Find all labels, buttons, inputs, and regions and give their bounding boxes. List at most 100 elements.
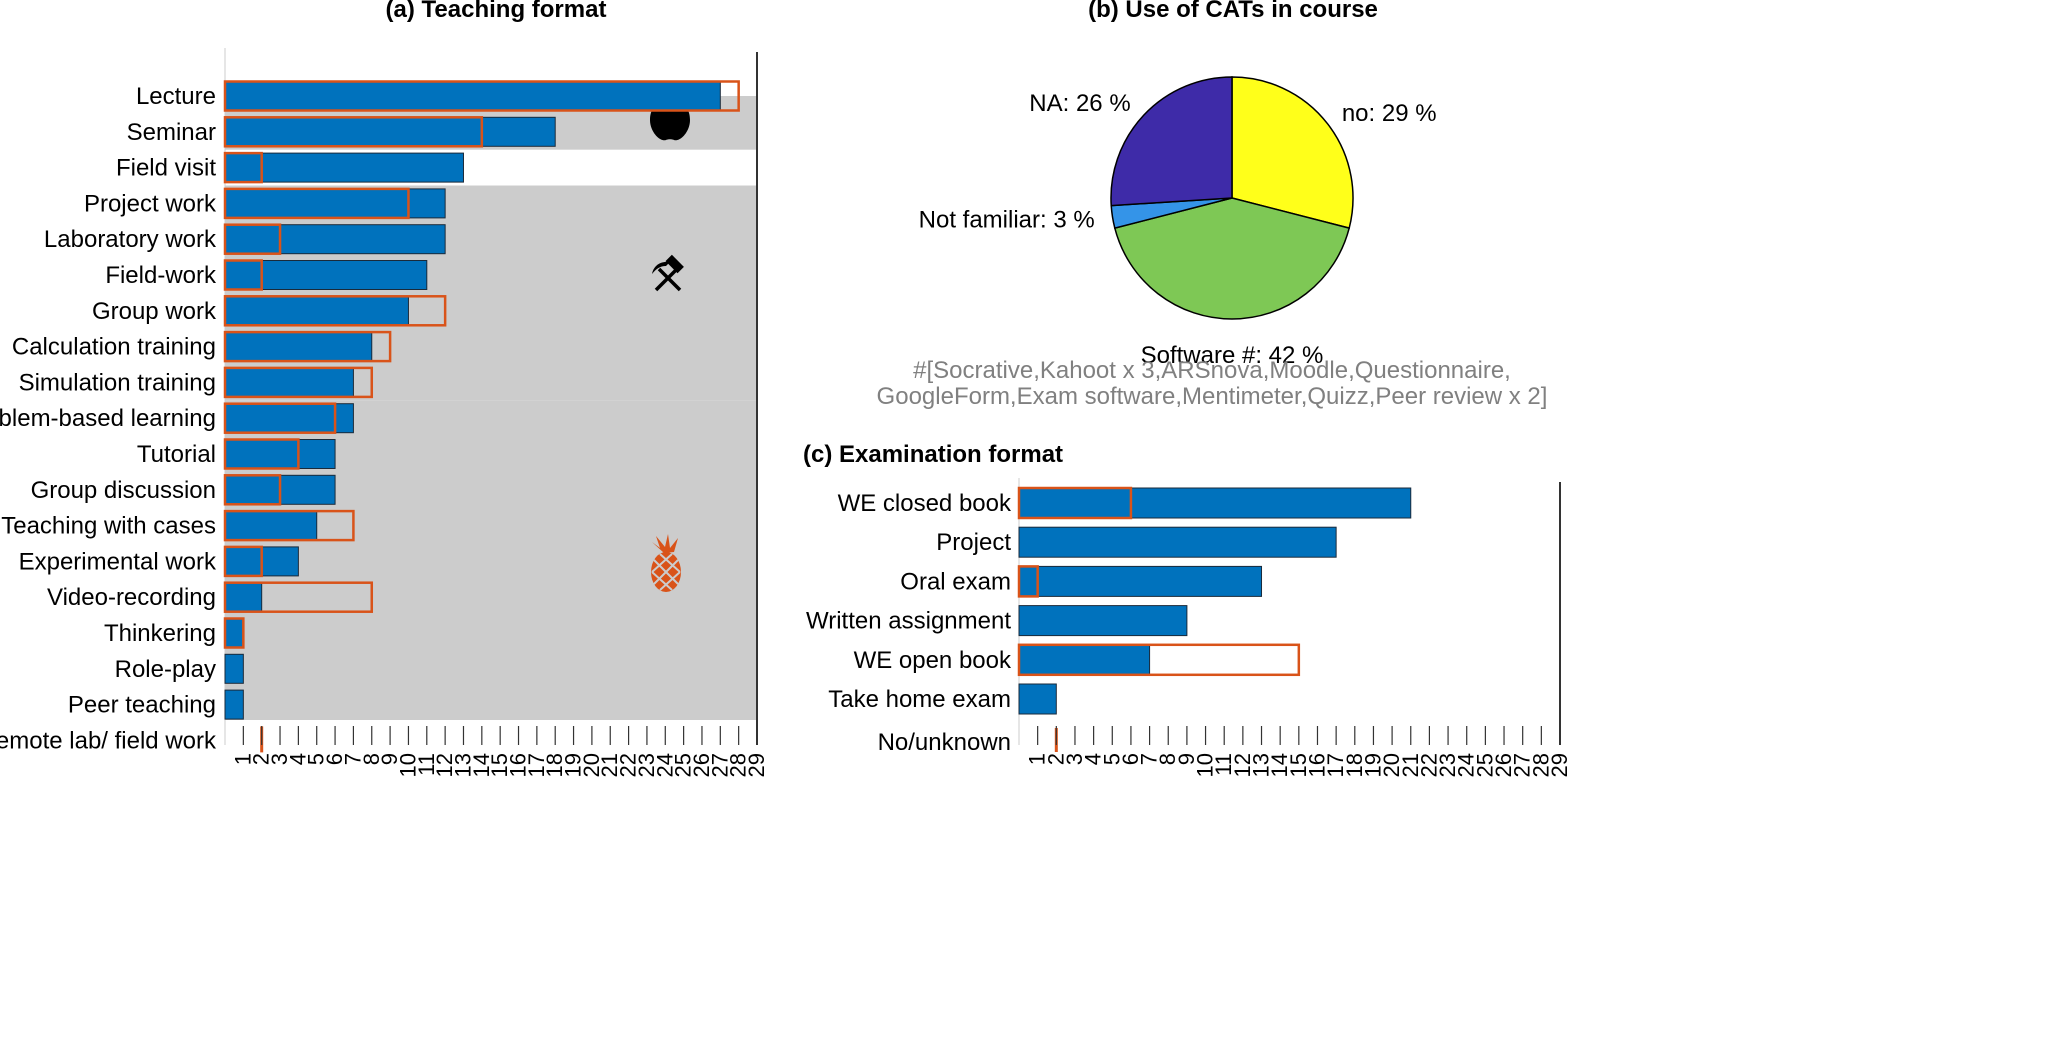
tick-label-18: 18 bbox=[542, 753, 567, 777]
tick-label-2: 2 bbox=[1043, 753, 1068, 765]
teaching-format-chart: (a) Teaching format Lecture Seminar Field … bbox=[0, 0, 769, 777]
outline-bar-group-work bbox=[223, 295, 447, 327]
hammer-handle bbox=[654, 267, 679, 292]
label-remote-lab-field-work: Remote lab/ field work bbox=[0, 727, 217, 754]
tick-label-6: 6 bbox=[1118, 753, 1143, 765]
bar-video-recording bbox=[224, 582, 263, 613]
outline-bar-thinkering bbox=[223, 617, 245, 649]
outline-bar-teaching-with-cases bbox=[223, 509, 355, 542]
slice-software bbox=[1113, 197, 1351, 320]
tick-label-10: 10 bbox=[395, 753, 420, 777]
label-seminar: Seminar bbox=[127, 119, 216, 146]
tick-label-24: 24 bbox=[652, 753, 677, 777]
outline-bar-oral-exam bbox=[1017, 565, 1039, 598]
bar-teaching-with-cases bbox=[224, 510, 318, 541]
examination-format-chart: (c) Examination format WE closed book Pro… bbox=[803, 441, 1572, 777]
hammer-head bbox=[665, 254, 684, 274]
tick-label-15: 15 bbox=[1286, 753, 1311, 777]
tick-label-10: 10 bbox=[1193, 753, 1218, 777]
bar-written-assignment bbox=[1018, 605, 1188, 637]
outline-bar-laboratory-work bbox=[223, 223, 282, 255]
slice-label-not-familiar: Not familiar: 3 % bbox=[919, 207, 1095, 234]
bar-problem-based-learning bbox=[224, 403, 354, 434]
bar-simulation-training bbox=[224, 367, 354, 398]
teaching-format-title: (a) Teaching format bbox=[386, 0, 607, 23]
tick-label-23: 23 bbox=[1435, 753, 1460, 777]
bar-take-home-exam bbox=[1018, 683, 1057, 715]
label-project: Project bbox=[936, 529, 1011, 556]
bar-project-work bbox=[224, 188, 446, 219]
label-we-closed-book: WE closed book bbox=[838, 490, 1012, 517]
grey-band-project-work bbox=[225, 185, 757, 401]
tick-label-8: 8 bbox=[1155, 753, 1180, 765]
label-group-discussion: Group discussion bbox=[31, 477, 216, 504]
label-calculation-training: Calculation training bbox=[12, 334, 216, 361]
software-list-line-1: #[Socrative,Kahoot x 3,ARSnova,Moodle,Qu… bbox=[913, 357, 1511, 384]
label-simulation-training: Simulation training bbox=[19, 369, 216, 396]
bar-field-visit bbox=[224, 152, 464, 183]
outline-bar-field-work bbox=[223, 259, 263, 291]
label-thinkering: Thinkering bbox=[104, 620, 216, 647]
label-take-home-exam: Take home exam bbox=[828, 686, 1011, 713]
tick-label-17: 17 bbox=[1323, 753, 1348, 777]
outline-bar-we-closed-book bbox=[1017, 486, 1133, 520]
tick-label-19: 19 bbox=[1360, 753, 1385, 777]
tick-label-17: 17 bbox=[524, 753, 549, 777]
tick-label-28: 28 bbox=[726, 753, 751, 777]
tick-label-24: 24 bbox=[1454, 753, 1479, 777]
tick-label-1: 1 bbox=[230, 753, 255, 765]
tick-label-12: 12 bbox=[432, 753, 457, 777]
label-field-visit: Field visit bbox=[116, 155, 216, 182]
bar-lecture bbox=[224, 81, 721, 111]
outline-bar-simulation-training bbox=[223, 366, 374, 399]
label-project-work: Project work bbox=[84, 190, 217, 217]
tick-label-1: 1 bbox=[1025, 753, 1050, 765]
software-list-line-2: GoogleForm,Exam software,Mentimeter,Quiz… bbox=[877, 383, 1548, 410]
bar-tutorial bbox=[224, 439, 336, 469]
label-problem-based-learning: Problem-based learning bbox=[0, 405, 216, 432]
pick-handle bbox=[657, 267, 682, 292]
label-field-work: Field-work bbox=[105, 262, 217, 289]
tick-label-5: 5 bbox=[1099, 753, 1124, 765]
bar-peer-teaching bbox=[224, 689, 244, 720]
label-we-open-book: WE open book bbox=[854, 647, 1012, 674]
outline-bar-we-open-book bbox=[1017, 643, 1301, 677]
outline-bar-group-discussion bbox=[223, 474, 282, 506]
tick-label-25: 25 bbox=[671, 753, 696, 777]
tick-label-27: 27 bbox=[1510, 753, 1535, 777]
tick-label-21: 21 bbox=[1398, 753, 1423, 777]
slice-na bbox=[1110, 76, 1233, 207]
tick-label-12: 12 bbox=[1230, 753, 1255, 777]
tick-label-25: 25 bbox=[1472, 753, 1497, 777]
outline-bar-field-visit bbox=[223, 151, 263, 184]
bar-group-work bbox=[224, 295, 409, 326]
tick-label-21: 21 bbox=[597, 753, 622, 777]
bar-laboratory-work bbox=[224, 224, 446, 255]
label-teaching-with-cases: Teaching with cases bbox=[1, 513, 216, 540]
label-oral-exam: Oral exam bbox=[900, 568, 1011, 595]
slice-label-no: no: 29 % bbox=[1342, 100, 1437, 127]
label-tutorial: Tutorial bbox=[137, 441, 216, 468]
outline-bar-seminar bbox=[223, 116, 484, 148]
tick-label-9: 9 bbox=[1174, 753, 1199, 765]
tick-label-26: 26 bbox=[689, 753, 714, 777]
label-group-work: Group work bbox=[92, 298, 217, 325]
bar-we-open-book bbox=[1018, 644, 1151, 676]
tick-label-14: 14 bbox=[1267, 753, 1292, 777]
pineapple-icon bbox=[651, 534, 681, 592]
slice-no bbox=[1231, 76, 1354, 230]
tick-label-20: 20 bbox=[1379, 753, 1404, 777]
label-lecture: Lecture bbox=[136, 83, 216, 110]
examination-format-title: (c) Examination format bbox=[803, 441, 1063, 468]
tick-label-13: 13 bbox=[450, 753, 475, 777]
pick-head bbox=[652, 261, 670, 274]
tick-label-13: 13 bbox=[1249, 753, 1274, 777]
tick-label-7: 7 bbox=[1137, 753, 1162, 765]
outline-bar-lecture bbox=[223, 80, 740, 112]
tick-label-4: 4 bbox=[285, 753, 310, 765]
pineapple-pattern bbox=[651, 553, 681, 591]
tick-label-20: 20 bbox=[579, 753, 604, 777]
tick-label-22: 22 bbox=[616, 753, 641, 777]
tick-label-6: 6 bbox=[322, 753, 347, 765]
